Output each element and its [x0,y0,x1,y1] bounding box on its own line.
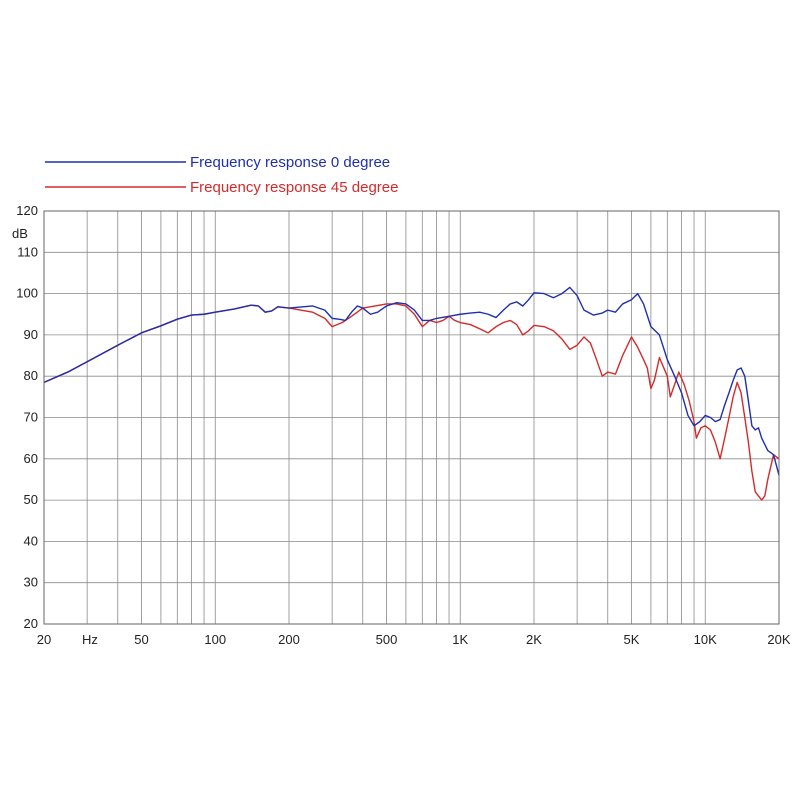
series-lines [43,286,780,501]
legend: Frequency response 0 degree Frequency re… [45,154,398,196]
y-axis-unit-label: dB [12,226,28,241]
y-tick-label: 90 [24,327,38,342]
y-tick-label: 50 [24,492,38,507]
y-tick-label: 30 [24,575,38,590]
y-tick-label: 110 [17,244,38,259]
legend-label-45-degree: Frequency response 45 degree [190,179,398,196]
x-tick-label: 200 [278,632,300,647]
x-tick-label: 500 [376,632,398,647]
plot-frame [43,210,780,625]
x-tick-label: 1K [452,632,468,647]
series-line-0-degree [43,286,780,476]
x-tick-label: 5K [624,632,640,647]
y-tick-label: 20 [24,616,38,631]
y-tick-label: 70 [24,410,38,425]
y-tick-label: 120 [16,203,38,218]
y-tick-label: 100 [16,286,38,301]
x-tick-label: 100 [204,632,226,647]
grid [44,211,779,624]
x-tick-label: 10K [694,632,717,647]
x-tick-label: 20K [767,632,790,647]
x-tick-label: 50 [134,632,148,647]
y-tick-label: 80 [24,368,38,383]
legend-label-0-degree: Frequency response 0 degree [190,154,390,171]
y-tick-label: 60 [24,451,38,466]
x-tick-label: 20 [37,632,51,647]
x-axis-unit-label: Hz [82,632,98,647]
y-tick-label: 40 [24,533,38,548]
x-tick-label: 2K [526,632,542,647]
